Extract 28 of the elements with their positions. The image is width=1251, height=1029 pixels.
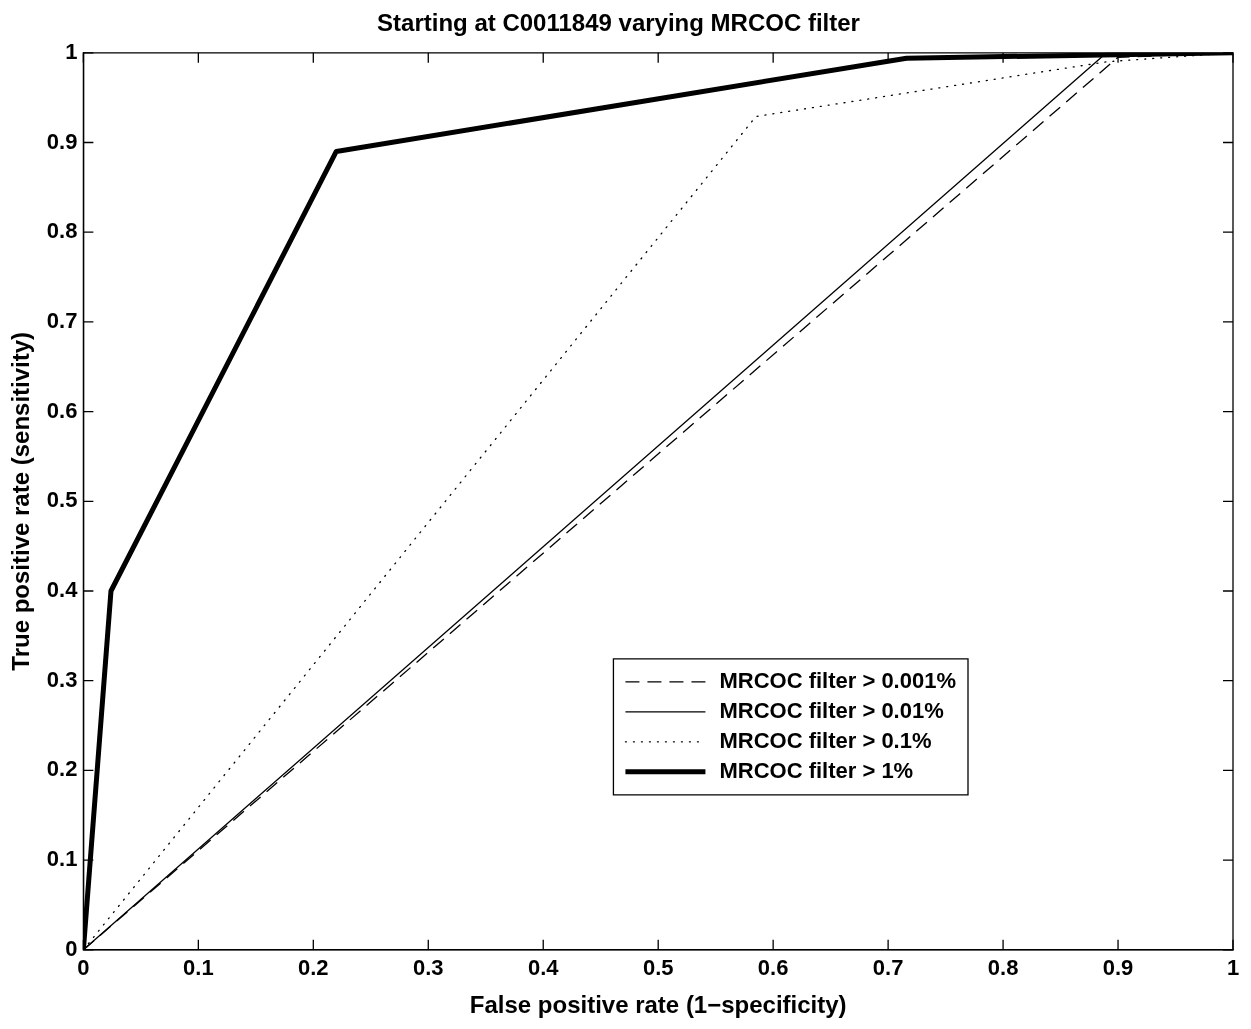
x-tick-label: 0.5 <box>642 955 674 981</box>
legend-label: MRCOC filter > 0.1% <box>719 727 932 753</box>
y-tick-label: 0.6 <box>46 397 78 423</box>
x-tick-label: 0.6 <box>757 955 789 981</box>
y-tick-label: 0.2 <box>46 756 78 782</box>
x-tick-label: 0.3 <box>412 955 444 981</box>
x-tick-label: 0.1 <box>183 955 214 981</box>
x-axis-title: False positive rate (1−specificity) <box>469 991 847 1019</box>
x-tick-label: 0.8 <box>987 955 1019 981</box>
y-tick-label: 0.1 <box>46 846 78 872</box>
y-tick-label: 1 <box>65 38 78 64</box>
y-tick-label: 0.7 <box>46 307 78 333</box>
x-tick-label: 0.9 <box>1102 955 1134 981</box>
x-tick-label: 0.4 <box>527 955 560 981</box>
legend-label: MRCOC filter > 0.001% <box>719 667 956 693</box>
y-tick-label: 0 <box>65 935 78 961</box>
chart-title: Starting at C0011849 varying MRCOC filter <box>377 9 860 37</box>
y-axis-title: True positive rate (sensitivity) <box>7 331 35 671</box>
y-tick-label: 0.9 <box>46 128 78 154</box>
legend-label: MRCOC filter > 1% <box>719 757 914 783</box>
y-tick-label: 0.4 <box>46 577 79 603</box>
x-tick-label: 0.7 <box>872 955 904 981</box>
y-tick-label: 0.8 <box>46 218 78 244</box>
x-tick-label: 1 <box>1226 955 1240 981</box>
y-tick-label: 0.3 <box>46 666 78 692</box>
legend-label: MRCOC filter > 0.01% <box>719 697 944 723</box>
y-tick-label: 0.5 <box>46 487 78 513</box>
x-tick-label: 0.2 <box>298 955 329 981</box>
